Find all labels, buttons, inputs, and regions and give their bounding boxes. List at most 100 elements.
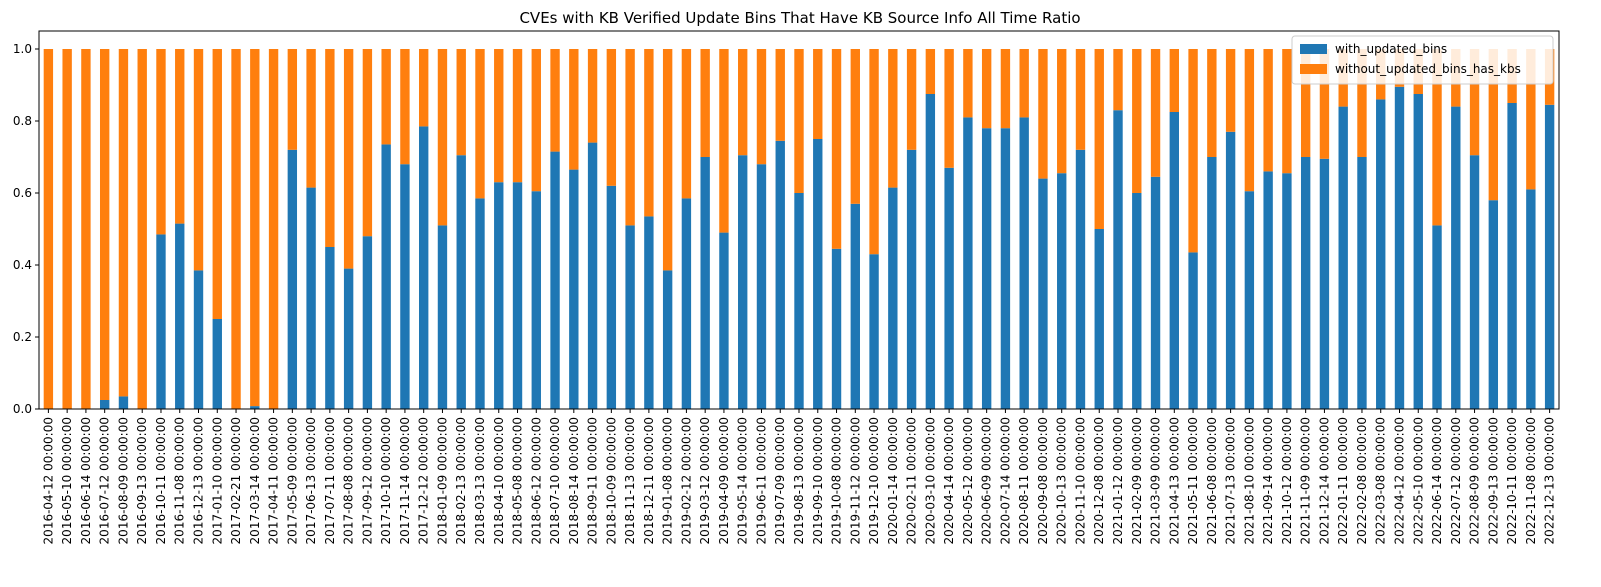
legend-box bbox=[1291, 35, 1554, 85]
x-tick-label: 2016-04-12 00:00:00 bbox=[41, 417, 55, 544]
bar-without-updated-bins-has-kbs bbox=[343, 49, 354, 269]
x-tick-label: 2022-05-10 00:00:00 bbox=[1411, 417, 1425, 544]
x-tick-label: 2019-06-11 00:00:00 bbox=[754, 417, 768, 544]
x-tick-label: 2017-04-11 00:00:00 bbox=[267, 417, 281, 544]
bar-with-updated-bins bbox=[193, 270, 204, 409]
bar-with-updated-bins bbox=[99, 400, 110, 409]
x-tick-label: 2019-09-10 00:00:00 bbox=[811, 417, 825, 544]
x-tick-label: 2018-04-10 00:00:00 bbox=[492, 417, 506, 544]
bar-with-updated-bins bbox=[625, 225, 635, 409]
x-tick-label: 2021-03-09 00:00:00 bbox=[1149, 417, 1163, 544]
x-tick-label: 2022-12-13 00:00:00 bbox=[1543, 417, 1557, 544]
bar-with-updated-bins bbox=[1357, 157, 1367, 409]
bar-with-updated-bins bbox=[381, 144, 391, 409]
bar-with-updated-bins bbox=[944, 167, 954, 409]
bar-without-updated-bins-has-kbs bbox=[1132, 49, 1142, 193]
bar-without-updated-bins-has-kbs bbox=[1094, 49, 1104, 229]
bar-with-updated-bins bbox=[437, 225, 448, 409]
x-tick-label: 2021-04-13 00:00:00 bbox=[1167, 417, 1181, 544]
bar-without-updated-bins-has-kbs bbox=[1019, 49, 1029, 118]
bar-with-updated-bins bbox=[925, 94, 936, 409]
x-tick-label: 2021-06-08 00:00:00 bbox=[1205, 417, 1219, 544]
bar-without-updated-bins-has-kbs bbox=[888, 49, 898, 188]
bar-without-updated-bins-has-kbs bbox=[906, 49, 917, 150]
x-tick-label: 2017-03-14 00:00:00 bbox=[248, 417, 262, 544]
bar-with-updated-bins bbox=[118, 396, 129, 409]
x-tick-label: 2017-06-13 00:00:00 bbox=[304, 417, 318, 544]
x-tick-label: 2016-05-10 00:00:00 bbox=[60, 417, 74, 544]
x-tick-label: 2021-09-14 00:00:00 bbox=[1261, 417, 1275, 544]
bar-without-updated-bins-has-kbs bbox=[306, 49, 316, 188]
bar-without-updated-bins-has-kbs bbox=[512, 49, 523, 183]
bar-with-updated-bins bbox=[738, 155, 748, 409]
bar-with-updated-bins bbox=[1413, 94, 1423, 409]
y-tick-label: 0.8 bbox=[13, 114, 32, 128]
bar-without-updated-bins-has-kbs bbox=[419, 49, 429, 127]
x-tick-label: 2020-04-14 00:00:00 bbox=[942, 417, 956, 544]
bar-without-updated-bins-has-kbs bbox=[850, 49, 860, 204]
legend-swatch bbox=[1300, 44, 1327, 54]
bar-without-updated-bins-has-kbs bbox=[287, 49, 298, 150]
bar-with-updated-bins bbox=[813, 139, 823, 409]
bar-with-updated-bins bbox=[550, 151, 560, 409]
bar-with-updated-bins bbox=[325, 247, 335, 409]
x-tick-label: 2022-01-11 00:00:00 bbox=[1336, 417, 1350, 544]
bar-with-updated-bins bbox=[475, 198, 485, 409]
bar-with-updated-bins bbox=[587, 142, 598, 409]
x-tick-label: 2020-08-11 00:00:00 bbox=[1017, 417, 1031, 544]
x-tick-label: 2022-04-12 00:00:00 bbox=[1392, 417, 1406, 544]
x-tick-label: 2017-08-08 00:00:00 bbox=[342, 417, 356, 544]
x-tick-label: 2021-02-09 00:00:00 bbox=[1130, 417, 1144, 544]
bar-with-updated-bins bbox=[700, 157, 710, 409]
bar-with-updated-bins bbox=[719, 232, 729, 409]
x-tick-label: 2019-01-08 00:00:00 bbox=[661, 417, 675, 544]
x-tick-label: 2022-08-09 00:00:00 bbox=[1468, 417, 1482, 544]
x-tick-label: 2018-03-13 00:00:00 bbox=[473, 417, 487, 544]
bar-without-updated-bins-has-kbs bbox=[1282, 49, 1292, 174]
plot-frame bbox=[38, 30, 1560, 410]
legend: with_updated_bins without_updated_bins_ha… bbox=[1291, 35, 1554, 85]
x-tick-label: 2018-11-13 00:00:00 bbox=[623, 417, 637, 544]
bar-without-updated-bins-has-kbs bbox=[1150, 49, 1161, 177]
bar-with-updated-bins bbox=[1207, 157, 1217, 409]
bar-without-updated-bins-has-kbs bbox=[99, 49, 110, 400]
x-tick-label: 2019-05-14 00:00:00 bbox=[736, 417, 750, 544]
y-tick-label: 0.2 bbox=[13, 330, 32, 344]
x-tick-label: 2018-01-09 00:00:00 bbox=[435, 417, 449, 544]
bar-without-updated-bins-has-kbs bbox=[1207, 49, 1217, 157]
x-tick-label: 2018-06-12 00:00:00 bbox=[529, 417, 543, 544]
bar-with-updated-bins bbox=[869, 254, 879, 409]
bar-without-updated-bins-has-kbs bbox=[1038, 49, 1048, 179]
bar-with-updated-bins bbox=[1057, 173, 1067, 409]
bar-without-updated-bins-has-kbs bbox=[1000, 49, 1011, 129]
bar-with-updated-bins bbox=[1019, 117, 1029, 410]
x-tick-label: 2018-05-08 00:00:00 bbox=[511, 417, 525, 544]
bar-without-updated-bins-has-kbs bbox=[118, 49, 129, 397]
bar-with-updated-bins bbox=[456, 155, 466, 409]
bars-group bbox=[43, 49, 1555, 410]
legend-label: with_updated_bins bbox=[1335, 42, 1447, 56]
x-tick-label: 2017-02-21 00:00:00 bbox=[229, 417, 243, 544]
bar-without-updated-bins-has-kbs bbox=[1319, 49, 1330, 159]
bar-without-updated-bins-has-kbs bbox=[1469, 49, 1480, 156]
bar-with-updated-bins bbox=[1075, 149, 1086, 410]
bar-without-updated-bins-has-kbs bbox=[1057, 49, 1067, 174]
bar-without-updated-bins-has-kbs bbox=[250, 49, 260, 407]
bar-with-updated-bins bbox=[775, 140, 785, 410]
bar-without-updated-bins-has-kbs bbox=[362, 49, 373, 237]
bar-with-updated-bins bbox=[606, 185, 617, 409]
bar-with-updated-bins bbox=[1544, 104, 1555, 410]
bar-without-updated-bins-has-kbs bbox=[738, 49, 748, 156]
bar-with-updated-bins bbox=[1263, 171, 1273, 409]
bar-with-updated-bins bbox=[1469, 155, 1480, 409]
bar-with-updated-bins bbox=[794, 193, 804, 409]
bar-without-updated-bins-has-kbs bbox=[756, 49, 767, 165]
bar-without-updated-bins-has-kbs bbox=[1300, 49, 1311, 157]
bar-without-updated-bins-has-kbs bbox=[981, 49, 992, 129]
bar-without-updated-bins-has-kbs bbox=[531, 49, 541, 192]
x-tick-label: 2020-10-13 00:00:00 bbox=[1055, 417, 1069, 544]
bar-without-updated-bins-has-kbs bbox=[1225, 49, 1236, 132]
bar-with-updated-bins bbox=[1338, 106, 1348, 409]
bar-with-updated-bins bbox=[494, 182, 504, 409]
bar-without-updated-bins-has-kbs bbox=[1263, 49, 1273, 172]
